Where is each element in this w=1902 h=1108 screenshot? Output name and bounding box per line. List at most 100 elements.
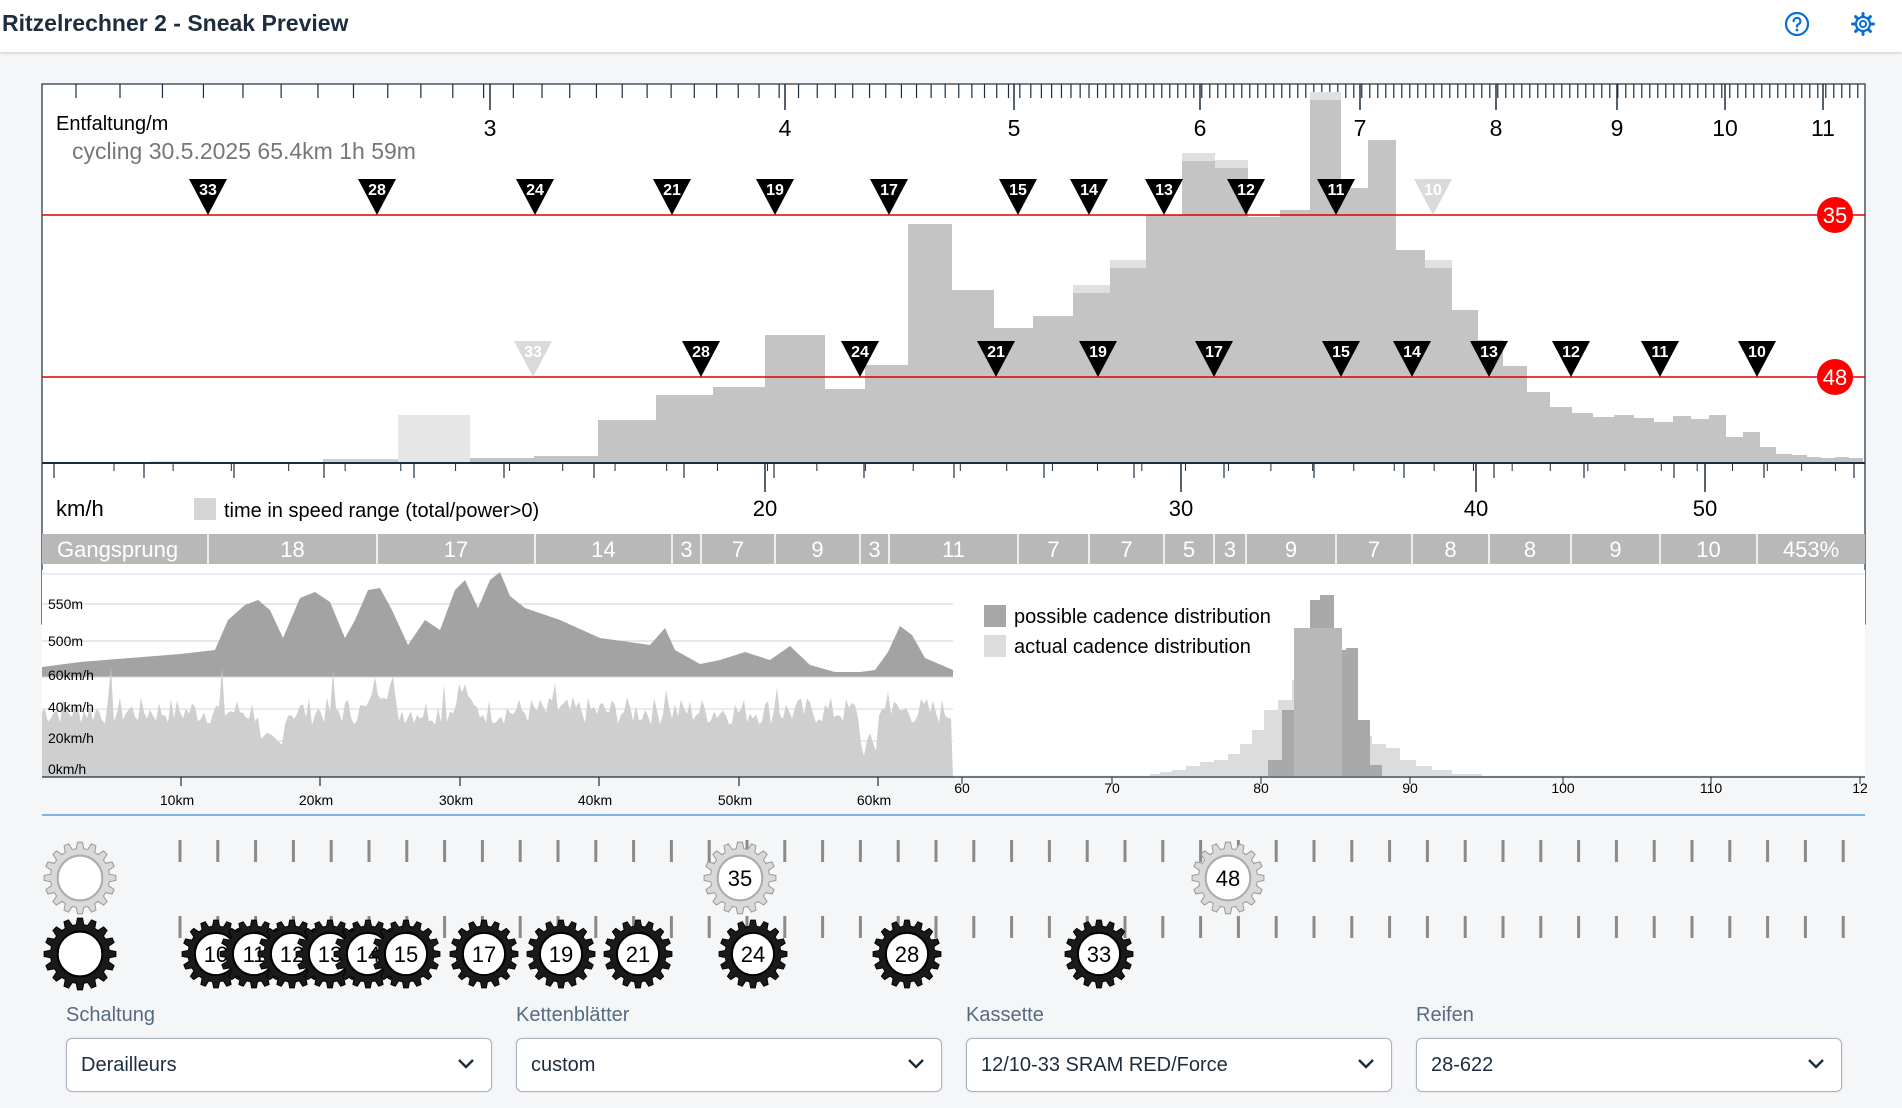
kassette-select[interactable]: 12/10-33 SRAM RED/Force <box>966 1038 1392 1092</box>
gear-marker-48-12[interactable]: 12 <box>1552 341 1590 377</box>
gear-markers-35: 33 28 24 21 19 17 15 14 13 12 11 10 <box>189 179 1452 215</box>
speed-hist-bar <box>1792 455 1807 462</box>
cog-15[interactable]: 15 <box>371 919 441 989</box>
ride-info: cycling 30.5.2025 65.4km 1h 59m <box>72 138 416 164</box>
schaltung-group: Schaltung Derailleurs <box>66 1000 492 1092</box>
speed-hist-bar <box>1146 215 1182 462</box>
cog-19[interactable]: 19 <box>526 919 596 989</box>
gangsprung-bar <box>42 534 1865 564</box>
gear-marker-35-19[interactable]: 19 <box>756 179 794 215</box>
svg-text:33: 33 <box>1087 942 1111 967</box>
distance-tick-label: 30km <box>439 792 473 808</box>
gear-marker-48-10[interactable]: 10 <box>1738 341 1776 377</box>
gear-marker-48-14[interactable]: 14 <box>1393 341 1431 377</box>
svg-text:10: 10 <box>1424 182 1442 199</box>
svg-text:11: 11 <box>1652 344 1669 361</box>
gear-marker-35-17[interactable]: 17 <box>870 179 908 215</box>
actual-cadence-bar <box>1228 754 1240 776</box>
speed-hist-bar <box>765 335 825 462</box>
svg-text:33: 33 <box>524 344 542 361</box>
reifen-group: Reifen 28-622 <box>1416 1000 1842 1092</box>
speed-hist-bar <box>1614 415 1634 462</box>
cog-17[interactable]: 17 <box>449 919 519 989</box>
gear-marker-48-19[interactable]: 19 <box>1079 341 1117 377</box>
speed-hist-bar <box>1550 407 1572 462</box>
possible-cadence-bar <box>1282 710 1296 776</box>
gear-marker-48-11[interactable]: 11 <box>1641 341 1679 377</box>
possible-cadence-bar <box>1346 648 1358 776</box>
reifen-value: 28-622 <box>1431 1054 1494 1076</box>
gear-marker-35-14[interactable]: 14 <box>1070 179 1108 215</box>
gear-marker-35-15[interactable]: 15 <box>999 179 1037 215</box>
gangsprung-value: 8 <box>1524 537 1536 562</box>
gear-marker-48-17[interactable]: 17 <box>1195 341 1233 377</box>
gear-marker-48-13[interactable]: 13 <box>1470 341 1508 377</box>
speed-unit-label: km/h <box>56 496 104 521</box>
kettenblaetter-select[interactable]: custom <box>516 1038 942 1092</box>
kassette-value: 12/10-33 SRAM RED/Force <box>981 1054 1228 1076</box>
chainring-badge-35[interactable]: 35 <box>1817 197 1853 233</box>
gear-marker-35-21[interactable]: 21 <box>653 179 691 215</box>
speed-hist-bar <box>1776 454 1792 462</box>
speed-legend-swatch <box>194 498 216 520</box>
speed-hist-bar <box>908 224 952 462</box>
elevation-area <box>42 572 953 677</box>
speed-hist-cap <box>1182 153 1215 161</box>
gear-marker-35-11[interactable]: 11 <box>1317 179 1355 215</box>
svg-text:15: 15 <box>1332 344 1350 361</box>
gear-marker-48-21[interactable]: 21 <box>977 341 1015 377</box>
distance-tick-label: 20km <box>299 792 333 808</box>
speed-tick-label: 40 <box>1464 496 1488 521</box>
gangsprung-value: 7 <box>1047 537 1059 562</box>
chainring-35[interactable]: 35 <box>703 841 777 915</box>
gear-marker-35-13[interactable]: 13 <box>1145 179 1183 215</box>
gangsprung-value: 17 <box>444 537 468 562</box>
chainring-add-icon[interactable] <box>43 841 117 915</box>
speed-hist-bar <box>1248 217 1280 462</box>
distance-axis: 10km 20km 30km 40km 50km 60km <box>160 777 891 808</box>
gear-marker-48-15[interactable]: 15 <box>1322 341 1360 377</box>
help-button[interactable] <box>1782 9 1812 39</box>
possible-cadence-legend: possible cadence distribution <box>1014 606 1271 628</box>
chainring-badge-48[interactable]: 48 <box>1817 359 1853 395</box>
gear-marker-48-28[interactable]: 28 <box>682 341 720 377</box>
development-ruler: 3 4 5 6 7 8 9 10 11 <box>75 84 1859 141</box>
cog-28[interactable]: 28 <box>872 919 942 989</box>
gear-marker-35-28[interactable]: 28 <box>358 179 396 215</box>
speed-label-40: 40km/h <box>48 699 94 715</box>
svg-text:48: 48 <box>1216 866 1240 891</box>
gangsprung-value: 14 <box>591 537 615 562</box>
gear-marker-35-12[interactable]: 12 <box>1227 179 1265 215</box>
app-title: Ritzelrechner 2 - Sneak Preview <box>2 10 349 36</box>
speed-hist-bar <box>323 459 399 462</box>
cadence-tick-label: 70 <box>1104 780 1120 796</box>
gear-marker-48-24[interactable]: 24 <box>841 341 879 377</box>
gangsprung-value: 9 <box>1609 537 1621 562</box>
speed-hist-bar <box>1807 457 1821 462</box>
actual-cadence-bar <box>1186 766 1200 776</box>
reifen-select[interactable]: 28-622 <box>1416 1038 1842 1092</box>
cog-add-icon[interactable] <box>43 917 117 991</box>
gangsprung-value: 3 <box>868 537 880 562</box>
development-tick-label: 6 <box>1194 115 1207 141</box>
cadence-tick-label: 12 <box>1852 780 1868 796</box>
gear-icon <box>1851 12 1875 36</box>
chainring-badge-48-label: 48 <box>1823 365 1847 390</box>
chainring-48[interactable]: 48 <box>1191 841 1265 915</box>
actual-cadence-bar <box>1160 772 1172 776</box>
actual-cadence-bar <box>1150 774 1160 776</box>
speed-hist-bar <box>1280 210 1310 462</box>
gear-marker-35-10[interactable]: 10 <box>1414 179 1452 215</box>
gear-marker-35-24[interactable]: 24 <box>516 179 554 215</box>
speed-hist-bar <box>1215 168 1248 462</box>
gangsprung-value: 7 <box>1368 537 1380 562</box>
cog-24[interactable]: 24 <box>718 919 788 989</box>
gear-marker-35-33[interactable]: 33 <box>189 179 227 215</box>
chevron-down-icon <box>458 1059 474 1069</box>
svg-text:14: 14 <box>1080 182 1098 199</box>
cog-21[interactable]: 21 <box>603 919 673 989</box>
settings-button[interactable] <box>1848 9 1878 39</box>
gear-marker-48-33[interactable]: 33 <box>514 341 552 377</box>
cog-33[interactable]: 33 <box>1064 919 1134 989</box>
schaltung-select[interactable]: Derailleurs <box>66 1038 492 1092</box>
